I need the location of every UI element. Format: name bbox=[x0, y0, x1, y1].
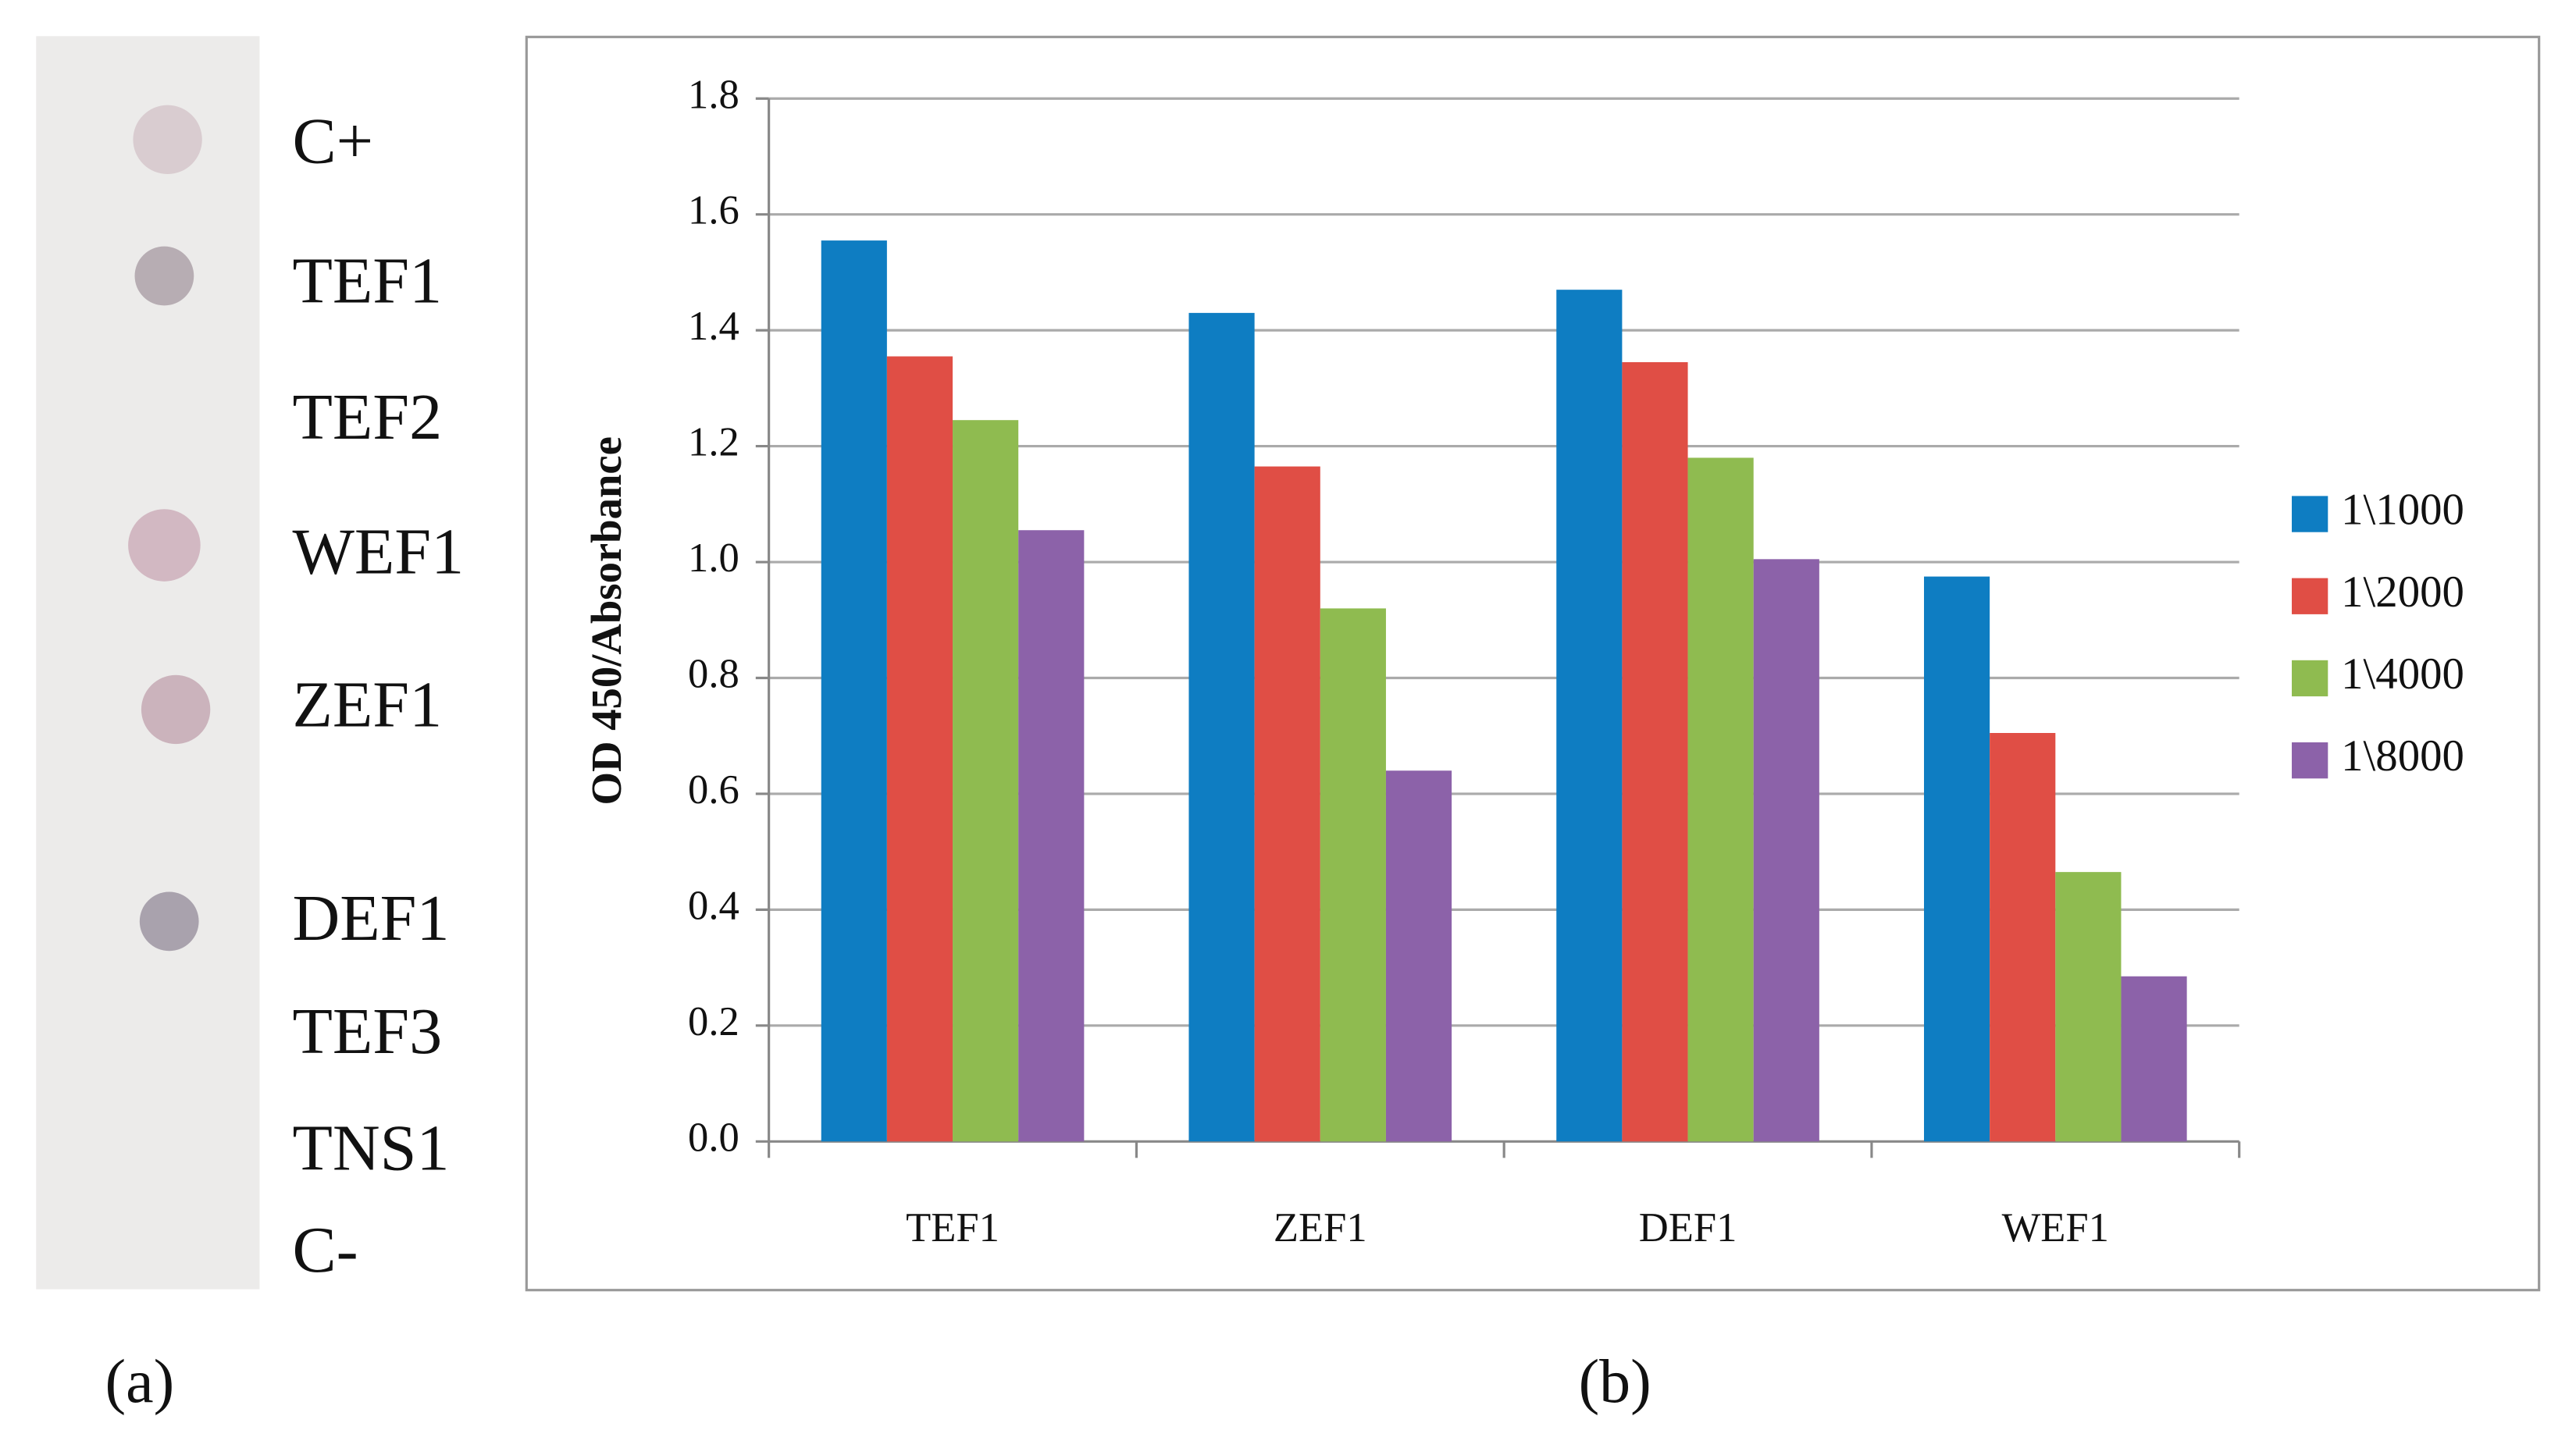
bar bbox=[1556, 290, 1623, 1142]
panel-label: (a) bbox=[105, 1347, 174, 1416]
y-tick-label: 0.8 bbox=[688, 652, 739, 697]
legend-swatch bbox=[2292, 578, 2328, 614]
panel-label: (b) bbox=[1579, 1347, 1651, 1416]
blot-label: C- bbox=[293, 1214, 358, 1286]
bar bbox=[1923, 576, 1990, 1142]
blot-label: C+ bbox=[293, 105, 374, 178]
bar bbox=[2121, 976, 2187, 1142]
legend-label: 1\2000 bbox=[2341, 567, 2464, 617]
blot-label: TEF1 bbox=[293, 245, 443, 318]
bar bbox=[1018, 530, 1085, 1142]
x-tick-label: DEF1 bbox=[1639, 1205, 1737, 1251]
blot-dot bbox=[139, 891, 199, 952]
blot-dot bbox=[134, 246, 194, 306]
bar bbox=[1687, 457, 1754, 1142]
bar bbox=[1320, 608, 1386, 1142]
legend-label: 1\4000 bbox=[2341, 649, 2464, 699]
y-tick-label: 1.8 bbox=[688, 72, 739, 117]
legend-swatch bbox=[2292, 660, 2328, 697]
blot-strip bbox=[36, 36, 260, 1290]
blot-label: TEF2 bbox=[293, 381, 443, 454]
y-tick-label: 0.4 bbox=[688, 883, 739, 928]
chart-frame bbox=[525, 35, 2541, 1292]
legend-label: 1\8000 bbox=[2341, 731, 2464, 781]
x-tick-label: WEF1 bbox=[2002, 1205, 2109, 1251]
blot-label: ZEF1 bbox=[293, 668, 443, 741]
bar bbox=[2055, 872, 2122, 1142]
bar bbox=[1254, 466, 1320, 1142]
legend-swatch bbox=[2292, 496, 2328, 532]
bar bbox=[821, 240, 887, 1142]
blot-label: TNS1 bbox=[293, 1112, 450, 1184]
blot-dot bbox=[133, 105, 202, 175]
y-tick-label: 1.6 bbox=[688, 188, 739, 233]
x-tick-label: ZEF1 bbox=[1274, 1205, 1367, 1251]
bar bbox=[886, 356, 953, 1142]
blot-label: TEF3 bbox=[293, 995, 443, 1068]
bar bbox=[1990, 733, 2056, 1142]
blot-dot bbox=[128, 509, 201, 582]
bar bbox=[1385, 770, 1452, 1142]
y-tick-label: 0.0 bbox=[688, 1115, 739, 1160]
bar bbox=[1753, 559, 1819, 1142]
bar bbox=[1622, 361, 1688, 1142]
x-tick-label: TEF1 bbox=[906, 1205, 999, 1251]
y-tick-label: 0.2 bbox=[688, 999, 739, 1044]
legend-swatch bbox=[2292, 742, 2328, 779]
blot-label: WEF1 bbox=[293, 516, 465, 589]
y-axis-label: OD 450/Absorbance bbox=[583, 436, 630, 805]
y-tick-label: 1.0 bbox=[688, 535, 739, 581]
blot-label: DEF1 bbox=[293, 882, 450, 955]
bar bbox=[1188, 312, 1255, 1142]
y-tick-label: 1.4 bbox=[688, 304, 739, 349]
y-tick-label: 1.2 bbox=[688, 420, 739, 465]
y-tick-label: 0.6 bbox=[688, 767, 739, 813]
bar bbox=[953, 420, 1019, 1142]
legend-label: 1\1000 bbox=[2341, 486, 2464, 535]
blot-dot bbox=[141, 674, 211, 745]
